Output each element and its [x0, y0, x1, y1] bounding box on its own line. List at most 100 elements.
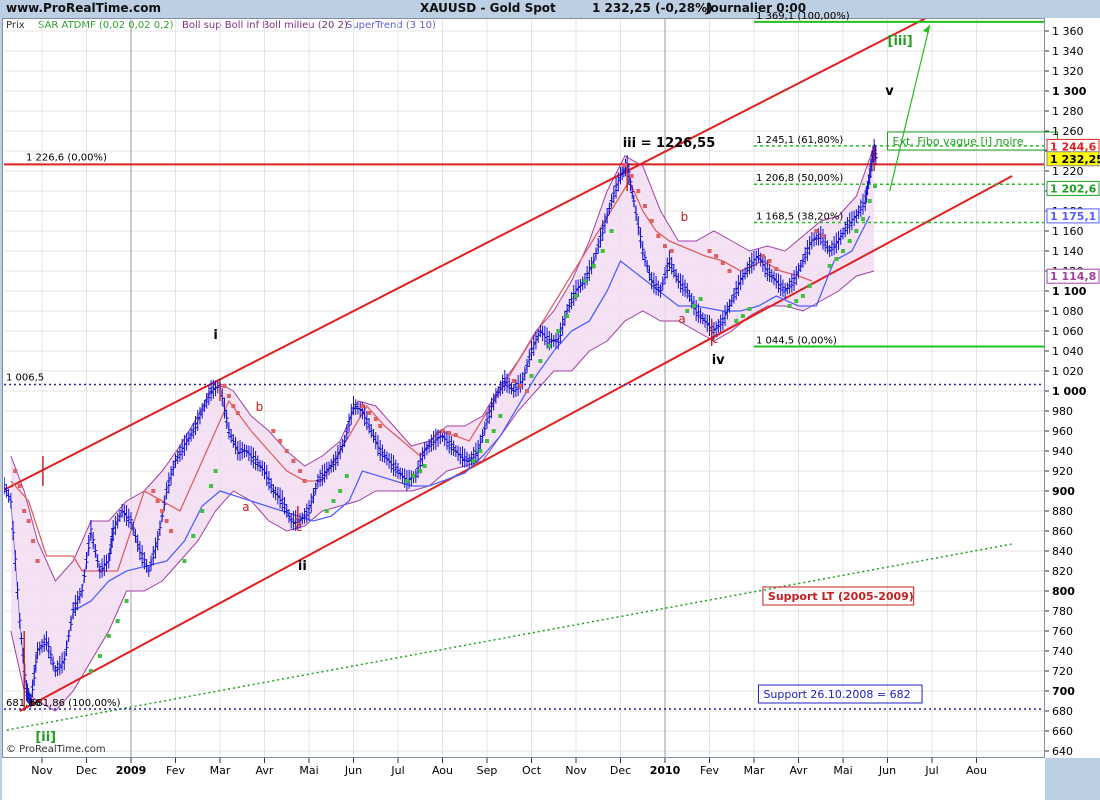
y-tick-label: 1 100 [1052, 285, 1087, 298]
sar-dot [115, 619, 120, 623]
x-tick-label: Nov [31, 764, 53, 777]
sar-dot [609, 229, 614, 233]
wave-label: c [712, 332, 719, 346]
sar-dot [767, 259, 772, 263]
sar-dot [854, 229, 859, 233]
sar-dot [26, 519, 31, 523]
forecast-arrow-line [889, 24, 931, 192]
sar-dot [302, 479, 307, 483]
y-tick-label: 860 [1052, 525, 1073, 538]
sar-dot [734, 319, 739, 323]
sar-dot [344, 474, 349, 478]
sar-dot [834, 257, 839, 261]
wave-label: ii [298, 559, 307, 574]
hline-1226-label: 1 226,6 (0,00%) [26, 152, 107, 163]
sar-dot [35, 559, 40, 563]
sar-dot [418, 469, 423, 473]
x-tick-label: Jul [390, 764, 404, 777]
sar-dot [164, 519, 169, 523]
sar-dot [685, 309, 690, 313]
wave-label: [iii] [888, 34, 913, 49]
x-tick-label: Oct [522, 764, 542, 777]
sar-dot [827, 264, 832, 268]
wave-label: b [256, 400, 264, 414]
sar-dot [447, 431, 452, 435]
y-tick-label: 1 260 [1052, 125, 1084, 138]
price-line [4, 146, 877, 703]
y-tick-label: 1 220 [1052, 165, 1084, 178]
sar-dot [511, 379, 516, 383]
x-tick-label: Dec [610, 764, 631, 777]
sar-dot [298, 469, 303, 473]
annotation-box-text: Ext. Fibo vague [i] noire [893, 135, 1024, 148]
x-tick-label: Mai [299, 764, 318, 777]
sar-dot [411, 474, 416, 478]
sar-dot [591, 264, 596, 268]
x-tick-label: Avr [256, 764, 274, 777]
sar-dot [518, 384, 523, 388]
instrument-name: XAUUSD - Gold Spot [420, 1, 556, 15]
sar-dot [226, 394, 231, 398]
y-tick-label: 660 [1052, 725, 1073, 738]
x-axis-panel [2, 758, 1045, 800]
y-tick-label: 1 160 [1052, 225, 1084, 238]
plot-layer [4, 19, 1044, 757]
fib-level-label: 1 369,1 (100,00%) [756, 11, 850, 22]
sar-dot [538, 359, 543, 363]
sar-dot [820, 234, 825, 238]
sar-dot [17, 484, 22, 488]
price-badge-text: 1 244,6 [1050, 140, 1097, 153]
wave-label: c [296, 520, 303, 534]
hline-682-percent-label: 681,86 (100,00%) [30, 698, 121, 709]
sar-dot [867, 199, 872, 203]
sar-dot [698, 297, 703, 301]
x-tick-label: Fev [166, 764, 185, 777]
sar-dot [31, 539, 36, 543]
y-tick-label: 1 300 [1052, 85, 1087, 98]
sar-dot [556, 329, 561, 333]
sar-dot [691, 304, 696, 308]
sar-dot [471, 459, 476, 463]
sar-dot [182, 559, 187, 563]
sar-dot [191, 534, 196, 538]
x-tick-label: Aou [432, 764, 453, 777]
x-tick-label: Mai [833, 764, 852, 777]
sar-dot [291, 459, 296, 463]
annotation-box [762, 586, 915, 606]
wave-label: [ii] [35, 730, 56, 745]
y-tick-label: 780 [1052, 605, 1073, 618]
price-badge [1046, 268, 1100, 284]
site-url[interactable]: www.ProRealTime.com [6, 1, 161, 15]
sar-dot [649, 219, 654, 223]
x-tick-label: Jul [924, 764, 938, 777]
sar-dot [13, 469, 18, 473]
sar-dot [124, 599, 129, 603]
sar-dot [169, 529, 174, 533]
sar-dot [453, 433, 458, 437]
wave-label: iv [712, 353, 725, 368]
y-tick-label: 1 020 [1052, 365, 1084, 378]
fib-level-label: 1 245,1 (61,80%) [756, 135, 843, 146]
y-tick-label: 1 000 [1052, 385, 1087, 398]
x-tick-label: Jun [344, 764, 362, 777]
support-lt-dotted-line [4, 543, 1013, 732]
sar-dot [324, 509, 329, 513]
sar-dot [814, 229, 819, 233]
sar-dot [663, 244, 667, 248]
sar-dot [525, 389, 530, 393]
sar-dot [88, 669, 93, 673]
y-tick-label: 760 [1052, 625, 1073, 638]
y-tick-label: 1 140 [1052, 245, 1084, 258]
y-tick-label: 920 [1052, 465, 1073, 478]
period-label: Journalier 0:00 [706, 1, 807, 15]
sar-dot [547, 344, 552, 348]
sar-dot [629, 174, 634, 178]
y-tick-label: 900 [1052, 485, 1075, 498]
sar-dot [565, 314, 570, 318]
wave-label: v [885, 84, 894, 99]
x-tick-label: Jun [878, 764, 896, 777]
forecast-arrow-head [922, 25, 930, 33]
fib-level-label: 1 044,5 (0,00%) [756, 336, 837, 347]
y-tick-label: 1 080 [1052, 305, 1084, 318]
